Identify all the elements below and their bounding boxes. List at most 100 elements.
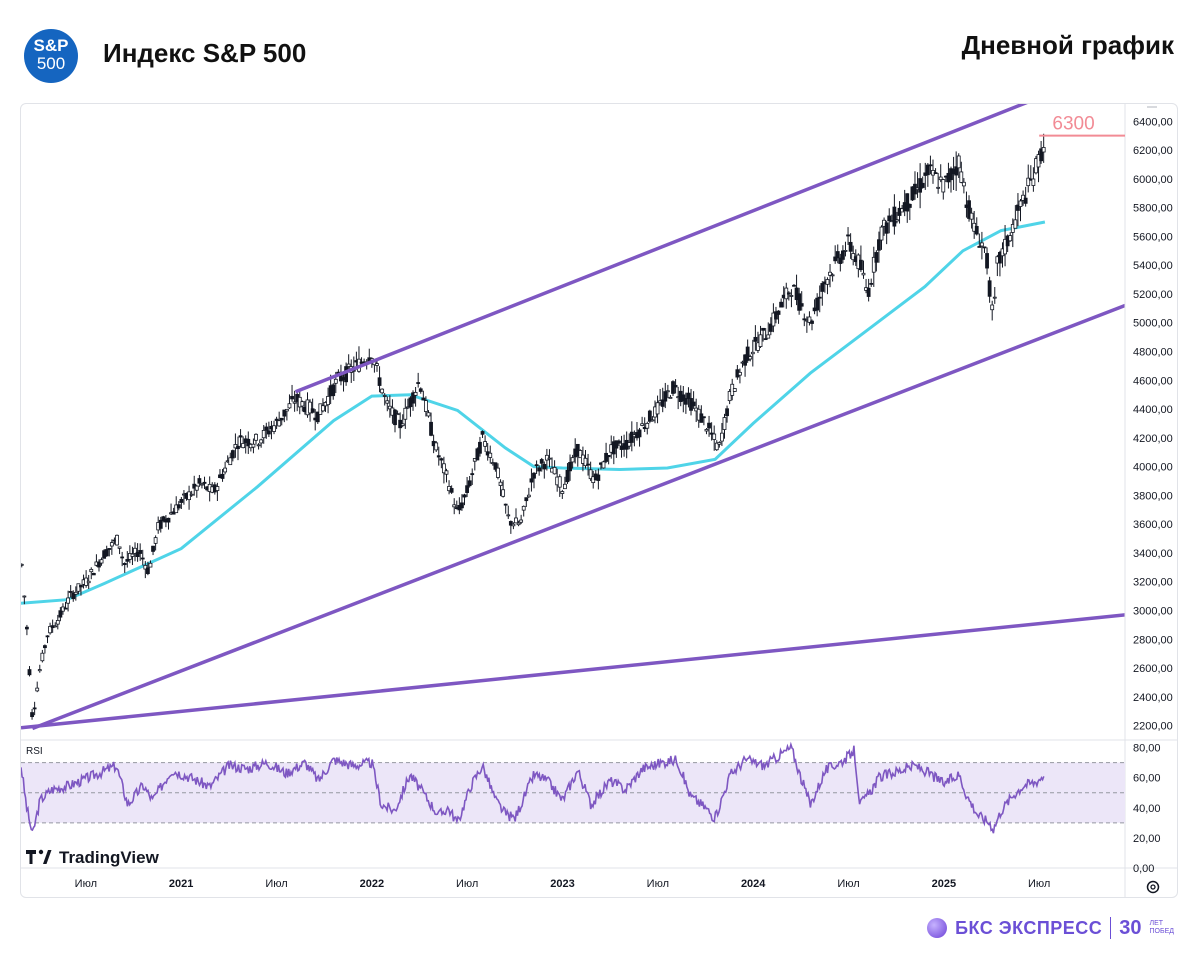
rsi-tick-label: 20,00 — [1133, 833, 1161, 845]
candle-body — [27, 669, 32, 676]
candle-body — [246, 438, 251, 447]
candle-body — [326, 395, 330, 406]
candle-body — [138, 550, 143, 554]
candle-body — [277, 420, 282, 427]
candle-body — [774, 311, 778, 320]
level-6300-label: 6300 — [1052, 114, 1094, 135]
candle-body — [998, 252, 1002, 264]
candle-body — [99, 559, 104, 564]
candle-body — [884, 222, 889, 234]
candle-body — [259, 439, 264, 444]
candle-body — [423, 400, 428, 412]
candle-body — [792, 284, 796, 287]
candle-body — [562, 483, 567, 490]
candle-body — [45, 635, 50, 638]
candle-body — [974, 226, 979, 235]
rsi-tick-label: 60,00 — [1133, 773, 1161, 785]
candle-body — [949, 168, 953, 181]
candle-body — [979, 242, 984, 247]
candle-body — [498, 481, 503, 486]
candle-body — [274, 418, 279, 421]
candle-body — [722, 417, 727, 430]
candle-body — [542, 463, 547, 470]
candle-body — [416, 382, 421, 384]
candle-body — [925, 164, 930, 176]
settings-gear-icon[interactable] — [1146, 880, 1160, 894]
candle-body — [382, 395, 387, 397]
candle-body — [215, 486, 220, 491]
candle-body — [405, 406, 410, 409]
candle-body — [194, 485, 199, 491]
candle-body — [493, 462, 498, 470]
candle-body — [393, 409, 397, 426]
x-tick-label: 2022 — [360, 878, 384, 890]
candle-body — [846, 234, 850, 237]
candle-body — [400, 423, 405, 426]
candle-body — [241, 443, 246, 449]
candle-body — [869, 282, 874, 285]
candle-body — [488, 452, 493, 458]
candle-body — [704, 429, 709, 432]
candle-body — [1041, 147, 1046, 153]
candle-body — [501, 489, 506, 497]
candle-body — [25, 626, 29, 630]
candle-body — [668, 396, 673, 399]
candle-body — [478, 441, 482, 454]
candle-body — [776, 310, 781, 315]
candle-body — [797, 293, 802, 311]
candle-body — [683, 398, 688, 405]
candle-body — [1018, 200, 1023, 207]
years-number: 30 — [1119, 916, 1142, 939]
candle-body — [40, 652, 45, 662]
candle-body — [310, 408, 315, 413]
candle-body — [521, 505, 526, 511]
candle-body — [532, 472, 536, 479]
candle-body — [936, 186, 941, 189]
candle-body — [43, 645, 47, 649]
gear-ring — [1146, 880, 1160, 894]
y-tick-label: 5200,00 — [1133, 289, 1173, 301]
candle-body — [720, 432, 724, 442]
candle-body — [315, 411, 320, 423]
y-tick-label: 4000,00 — [1133, 462, 1173, 474]
candle-body — [933, 172, 938, 175]
candle-body — [377, 377, 382, 386]
rsi-tick-label: 0,00 — [1133, 863, 1154, 875]
candle-body — [840, 250, 845, 260]
y-tick-label: 4600,00 — [1133, 375, 1173, 387]
candle-body — [272, 425, 276, 432]
candle-body — [331, 384, 336, 397]
y-tick-label: 5600,00 — [1133, 231, 1173, 243]
candle-body — [387, 405, 392, 410]
candle-body — [148, 562, 153, 568]
years-caption: ЛЕТ ПОБЕД — [1150, 920, 1174, 936]
candle-body — [475, 448, 480, 461]
candle-body — [220, 473, 225, 479]
candle-body — [462, 494, 467, 498]
candle-body — [290, 395, 294, 400]
candle-body — [385, 400, 390, 404]
candle-body — [578, 450, 583, 459]
candle-body — [771, 312, 776, 327]
candle-body — [1008, 235, 1013, 242]
candle-body — [516, 522, 521, 526]
candle-body — [153, 537, 158, 544]
candle-body — [647, 410, 652, 422]
candle-body — [660, 399, 665, 407]
candle-body — [954, 166, 959, 176]
candle-body — [97, 561, 101, 568]
candle-body — [35, 687, 40, 692]
candle-body — [861, 272, 866, 276]
candle-body — [748, 356, 753, 360]
candle-body — [920, 182, 925, 188]
candle-body — [547, 457, 552, 460]
logo-line1: S&P — [33, 36, 69, 55]
candle-body — [375, 363, 379, 366]
candle-body — [200, 483, 204, 486]
candle-body — [866, 287, 871, 297]
candle-body — [480, 431, 485, 435]
candle-body — [79, 584, 83, 588]
candle-body — [544, 454, 549, 461]
candle-body — [73, 591, 78, 595]
candle-body — [176, 504, 181, 509]
